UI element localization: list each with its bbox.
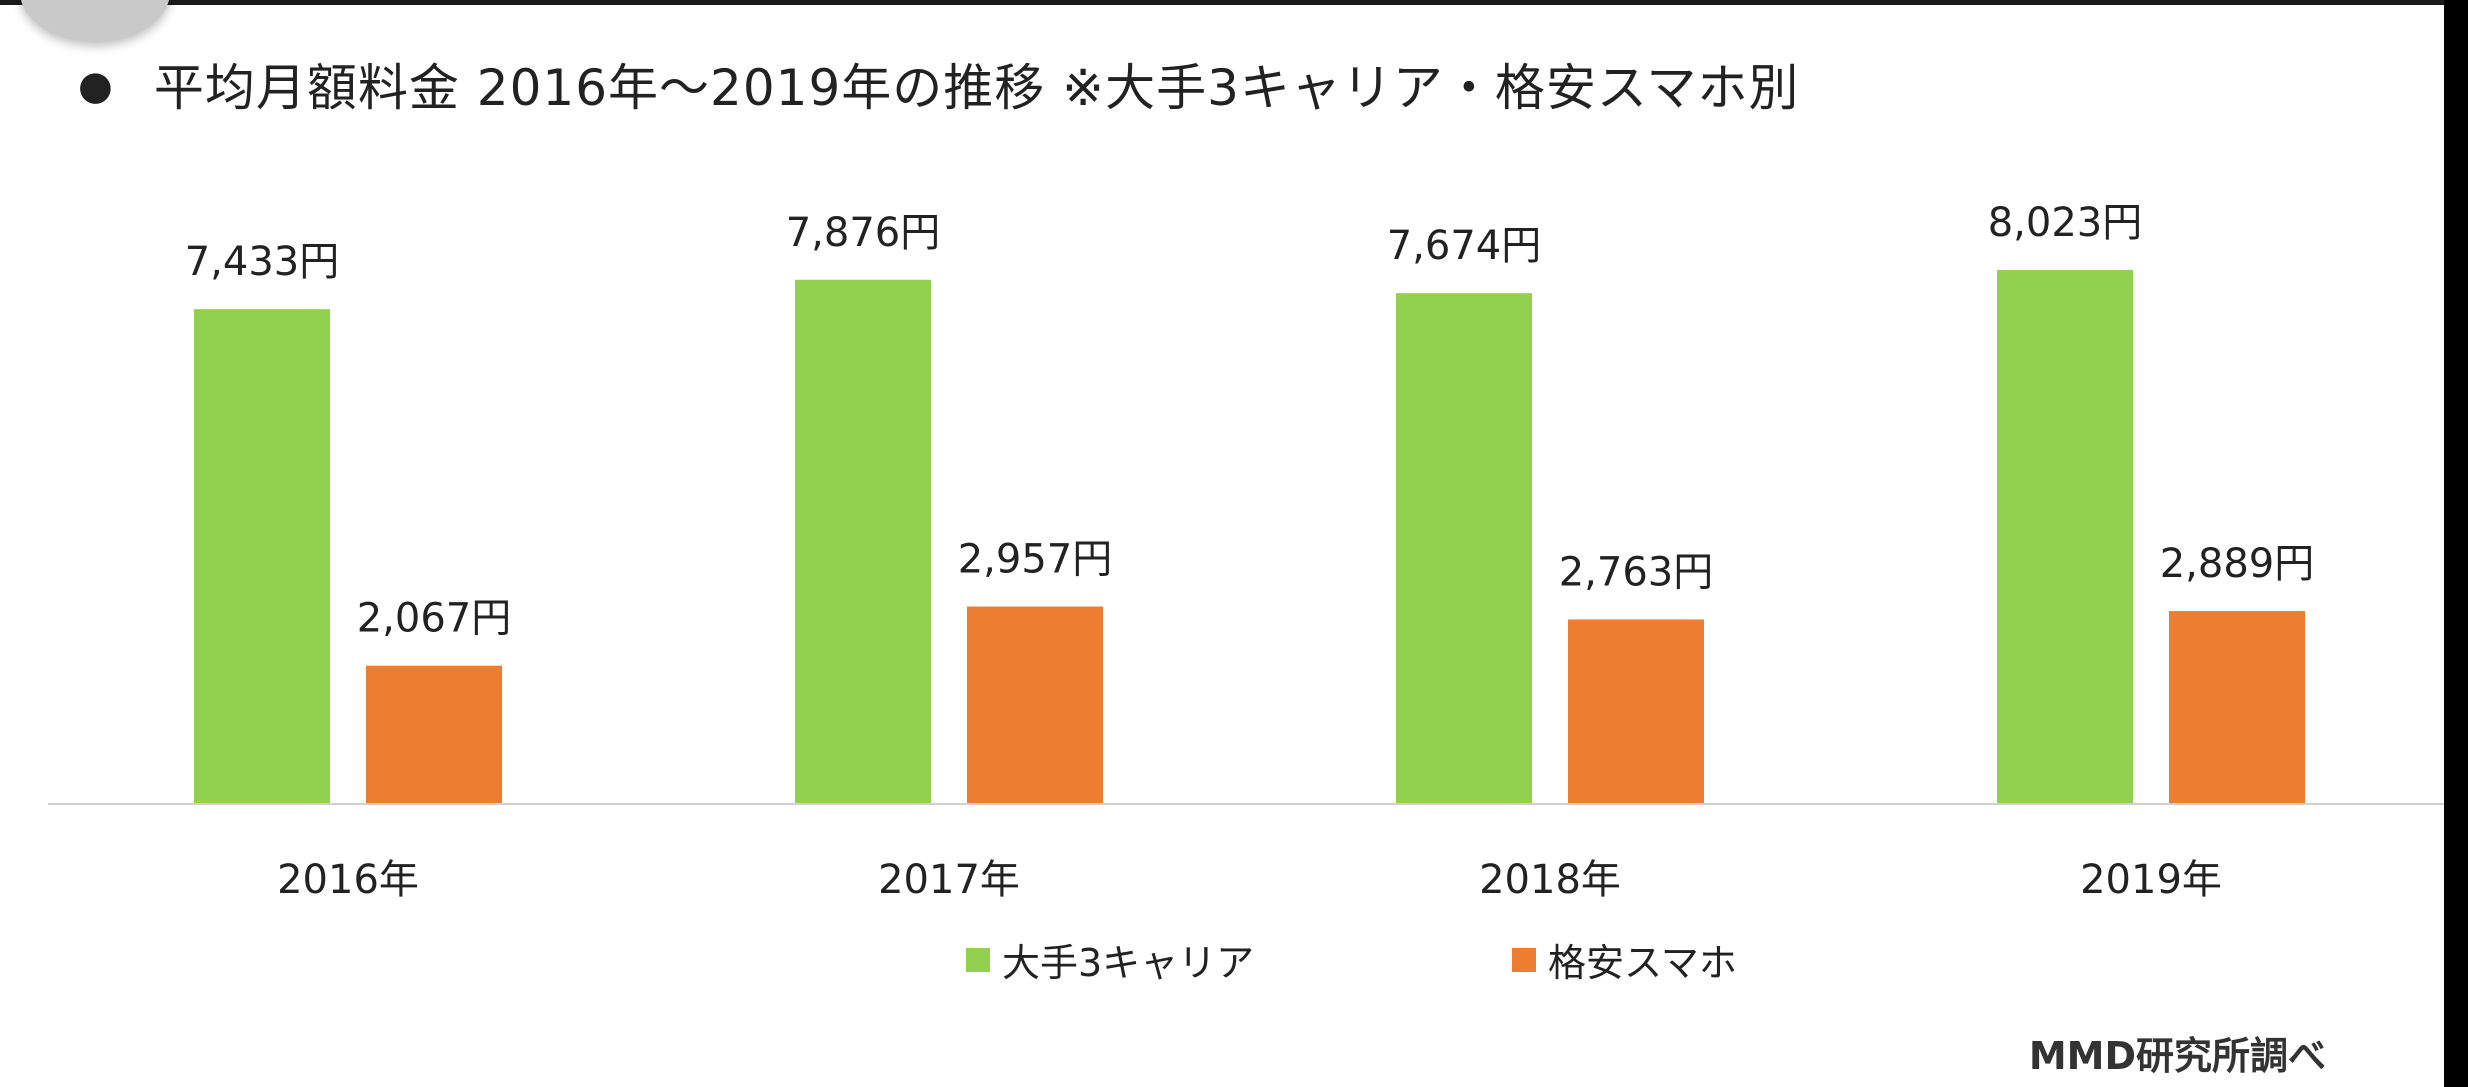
x-tick-label-3: 2018年	[1479, 857, 1621, 903]
data-label-series-1-4: 8,023円	[1988, 200, 2143, 246]
legend-swatch-series-2	[1512, 947, 1536, 972]
bar-series-2-4	[2169, 611, 2305, 803]
data-label-series-2-2: 2,957円	[958, 537, 1113, 583]
chart-title-text: 平均月額料金 2016年～2019年の推移 ※大手3キャリア・格安スマホ別	[153, 59, 1800, 117]
bar-chart: 7,433円 2,067円 2016年 7,876円 2,957円 2017年 7,674円…	[48, 200, 2444, 903]
chart-title: ● 平均月額料金 2016年～2019年の推移 ※大手3キャリア・格安スマホ別	[78, 48, 1799, 120]
data-label-series-2-4: 2,889円	[2160, 541, 2315, 587]
data-label-series-1-1: 7,433円	[185, 239, 340, 285]
legend-swatch-series-1	[966, 947, 990, 972]
bar-series-2-1	[366, 665, 502, 803]
data-label-series-2-1: 2,067円	[357, 596, 512, 642]
top-border	[0, 0, 2444, 5]
bar-series-2-3	[1568, 619, 1704, 803]
right-edge-bar	[2444, 0, 2468, 1087]
data-label-series-1-2: 7,876円	[786, 210, 941, 256]
bar-series-1-2	[795, 279, 931, 803]
bar-series-1-4	[1997, 270, 2133, 803]
bar-series-2-2	[967, 606, 1103, 803]
bar-series-1-1	[194, 309, 330, 803]
bar-series-1-3	[1396, 293, 1532, 803]
bullet-icon: ●	[78, 63, 114, 109]
data-label-series-1-3: 7,674円	[1387, 223, 1542, 269]
legend-label-series-1: 大手3キャリア	[1002, 941, 1255, 985]
x-tick-label-2: 2017年	[878, 857, 1020, 903]
x-tick-label-1: 2016年	[277, 857, 419, 903]
legend-label-series-2: 格安スマホ	[1548, 941, 1737, 985]
data-label-series-2-3: 2,763円	[1559, 549, 1714, 595]
legend-item-series-2: 格安スマホ	[1512, 932, 1737, 987]
source-note: MMD研究所調べ	[2028, 1034, 2326, 1078]
x-tick-label-4: 2019年	[2080, 857, 2222, 903]
legend-item-series-1: 大手3キャリア	[966, 932, 1254, 987]
